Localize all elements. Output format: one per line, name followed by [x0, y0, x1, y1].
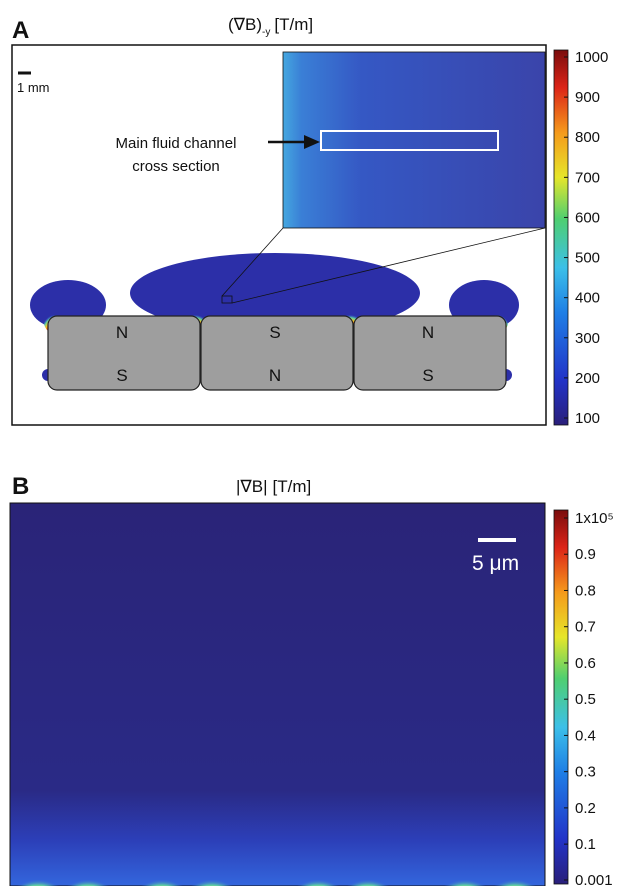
- colorbar-tick-label: 0.8: [575, 582, 596, 599]
- pole-label: N: [422, 323, 434, 342]
- colorbar-tick-label: 100: [575, 410, 600, 427]
- colorbar-tick-label: 0.2: [575, 800, 596, 817]
- channel-outline: [320, 130, 499, 151]
- inset-map: [282, 51, 546, 229]
- colorbar-tick-label: 0.4: [575, 727, 596, 744]
- pole-label: S: [269, 323, 280, 342]
- annotation: Main fluid channel: [116, 135, 237, 152]
- pole-label: N: [116, 323, 128, 342]
- magnet: [200, 315, 354, 391]
- colorbar-tick-label: 300: [575, 330, 600, 347]
- colorbar: [553, 49, 569, 426]
- zoom-line: [231, 227, 546, 304]
- panel-label: A: [12, 17, 29, 44]
- panel-title: (∇B)-y [T/m]: [228, 15, 313, 38]
- field-map: [9, 502, 546, 887]
- panel-label: B: [12, 473, 29, 500]
- colorbar-tick-label: 500: [575, 250, 600, 267]
- panel-title: |∇B| [T/m]: [236, 477, 311, 496]
- colorbar-tick-label: 600: [575, 209, 600, 226]
- colorbar-tick-label: 0.6: [575, 655, 596, 672]
- colorbar-tick-label: 900: [575, 89, 600, 106]
- title-main: |∇B|: [236, 477, 268, 496]
- arrow-head: [304, 135, 320, 149]
- colorbar-tick-label: 0.3: [575, 764, 596, 781]
- colorbar-tick-label: 0.7: [575, 619, 596, 636]
- colorbar-tick-label: 0.5: [575, 691, 596, 708]
- hot-spots: [6, 852, 547, 891]
- colorbar-tick-label: 1000: [575, 49, 608, 66]
- magnet: [353, 315, 507, 391]
- colorbar-tick-label: 700: [575, 169, 600, 186]
- colorbar-tick-label: 400: [575, 290, 600, 307]
- colorbar-tick-label: 800: [575, 129, 600, 146]
- title-unit: [T/m]: [273, 477, 312, 496]
- colorbar-tick-label: 0.001: [575, 872, 613, 886]
- title-subscript: -y: [262, 27, 270, 38]
- magnet: [47, 315, 201, 391]
- title-unit: [T/m]: [274, 15, 313, 34]
- pole-label: N: [269, 366, 281, 385]
- scale-bar-label: 1 mm: [17, 80, 50, 95]
- pole-label: S: [116, 366, 127, 385]
- colorbar-tick-label: 0.1: [575, 836, 596, 853]
- colorbar: [553, 509, 569, 885]
- zoom-line: [221, 227, 284, 297]
- scale-bar-label: 5 μm: [472, 552, 519, 575]
- colorbar-tick-label: 200: [575, 370, 600, 387]
- title-main: (∇B): [228, 15, 262, 34]
- colorbar-tick-label: 0.9: [575, 546, 596, 563]
- zoom-region: [221, 295, 233, 304]
- pole-label: S: [422, 366, 433, 385]
- annotation: cross section: [132, 158, 220, 175]
- colorbar-tick-label: 1x10⁵: [575, 510, 614, 527]
